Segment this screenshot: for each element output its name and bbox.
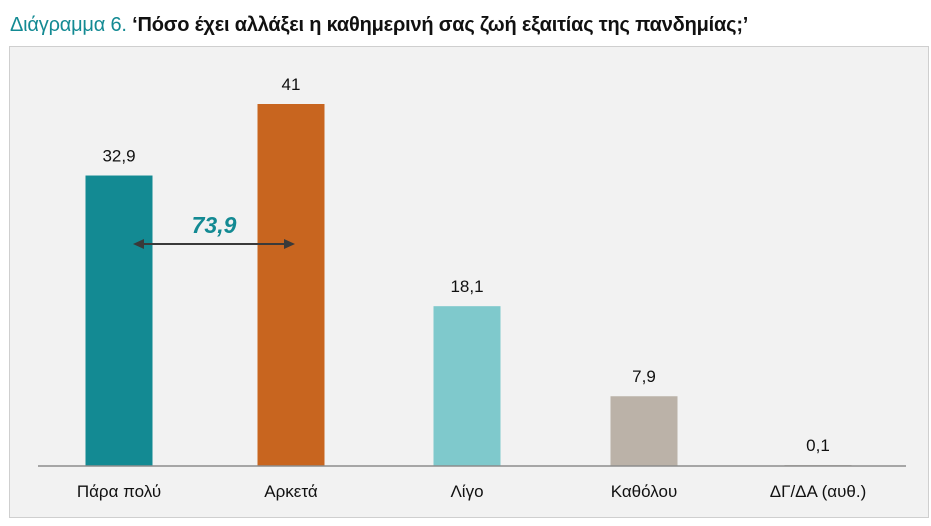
sum-arrow — [133, 239, 295, 249]
sum-annotation-label: 73,9 — [192, 212, 237, 238]
bar — [257, 104, 325, 466]
data-label: 18,1 — [450, 277, 483, 296]
bar-chart: 32,9 Πάρα πολύ 41 Αρκετά 18,1 Λίγο 7,9 Καθόλου 0… — [38, 75, 906, 501]
data-label: 32,9 — [102, 147, 135, 166]
chart-panel: 32,9 Πάρα πολύ 41 Αρκετά 18,1 Λίγο 7,9 Καθόλου 0… — [9, 46, 929, 518]
data-label: 41 — [282, 75, 301, 94]
chart-title: Διάγραμμα 6. ‘Πόσο έχει αλλάξει η καθημε… — [10, 14, 748, 37]
category-label: Πάρα πολύ — [77, 482, 161, 501]
bar — [85, 175, 153, 466]
figure-number: Διάγραμμα 6. — [10, 14, 127, 36]
category-label: Λίγο — [450, 482, 483, 501]
data-label: 7,9 — [632, 367, 656, 386]
survey-question: ‘Πόσο έχει αλλάξει η καθημερινή σας ζωή … — [132, 14, 749, 36]
bar — [610, 396, 678, 466]
category-label: Αρκετά — [264, 482, 318, 501]
data-label: 0,1 — [806, 436, 830, 455]
category-label: ΔΓ/ΔΑ (αυθ.) — [770, 482, 867, 501]
bar — [433, 306, 501, 466]
category-label: Καθόλου — [611, 482, 678, 501]
